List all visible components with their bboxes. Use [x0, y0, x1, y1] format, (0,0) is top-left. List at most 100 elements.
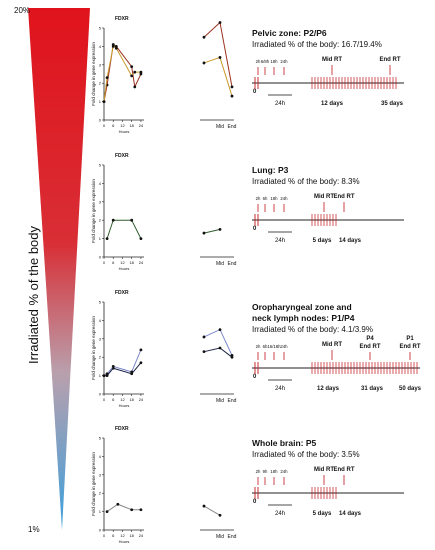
late-data-point — [218, 56, 222, 59]
x-tick-label: 6 — [112, 123, 115, 128]
end-rt-label: End RT — [334, 467, 355, 473]
late-series-line-1 — [203, 347, 233, 358]
x-tick-label: 12 — [120, 397, 125, 402]
data-point — [111, 45, 115, 48]
x-tick-label: 18 — [129, 533, 134, 538]
sample-label: 6/8h — [261, 59, 270, 64]
late-data-point — [202, 231, 206, 235]
y-tick-label: 1 — [99, 99, 102, 104]
zone-title: Lung: P3 — [252, 165, 289, 175]
gene-label: FDXR — [115, 153, 129, 159]
late-data-point — [202, 350, 206, 354]
data-point — [130, 65, 134, 69]
late-series-line-1 — [203, 505, 221, 516]
day-label-a: 12 days — [321, 101, 344, 107]
late-series-line-1 — [203, 228, 221, 234]
day-label-c: 50 days — [399, 386, 422, 392]
late-label-end: End — [228, 398, 237, 404]
sample-label: 9h — [263, 469, 268, 474]
zone-title: neck lymph nodes: P1/P4 — [252, 313, 355, 323]
data-point — [139, 361, 143, 365]
data-point — [130, 74, 134, 78]
data-point — [139, 237, 143, 240]
x-tick-label: 24 — [139, 260, 144, 265]
y-tick-label: 2 — [99, 355, 102, 360]
interval-label: 24h — [275, 238, 285, 244]
data-point — [105, 510, 109, 513]
late-label-end: End — [228, 261, 237, 267]
series-line-1 — [106, 219, 142, 239]
late-data-point — [218, 21, 222, 24]
late-label-mid: Mid — [216, 124, 224, 130]
y-tick-label: 1 — [99, 509, 102, 514]
x-tick-label: 24 — [139, 397, 144, 402]
mid-rt-label: Mid RT — [322, 342, 342, 348]
timeline-zero: 0 — [253, 89, 257, 95]
late-series-line-2 — [203, 328, 233, 356]
data-point — [139, 508, 143, 512]
x-tick-label: 0 — [103, 533, 106, 538]
p1-label: P1 — [406, 336, 414, 342]
sample-label: 6h — [263, 344, 268, 349]
y-tick-label: 5 — [99, 300, 102, 305]
sample-label: 18h — [270, 469, 278, 474]
x-tick-label: 0 — [103, 260, 106, 265]
sample-label: 16/18h — [267, 344, 281, 349]
series-line-1 — [106, 503, 141, 513]
p4-label: P4 — [366, 336, 374, 342]
x-tick-label: 18 — [129, 397, 134, 402]
irradiated-percent-label: Irradiated % of the body: 3.5% — [252, 450, 360, 459]
sample-label: 2h — [256, 59, 261, 64]
y-tick-label: 3 — [99, 199, 102, 204]
y-tick-label: 1 — [99, 236, 102, 241]
day-label-b: 14 days — [339, 238, 362, 244]
late-data-point — [218, 513, 222, 517]
late-label-end: End — [228, 534, 237, 540]
data-point — [133, 70, 137, 74]
sample-label: 2h — [256, 196, 261, 201]
y-tick-label: 5 — [99, 163, 102, 168]
late-data-point — [218, 228, 222, 231]
data-point — [139, 70, 143, 74]
sample-label: 2h — [256, 469, 261, 474]
y-tick-label: 4 — [99, 181, 102, 186]
sample-label: 18h — [270, 196, 278, 201]
y-axis-label: Fold change in gene expression — [91, 42, 96, 106]
x-axis-label: Hours — [119, 403, 130, 408]
late-label-mid: Mid — [216, 398, 224, 404]
data-point — [105, 76, 109, 80]
y-tick-label: 5 — [99, 436, 102, 441]
x-tick-label: 12 — [120, 123, 125, 128]
interval-label: 24h — [275, 511, 285, 517]
y-tick-label: 2 — [99, 81, 102, 86]
late-label-mid: Mid — [216, 261, 224, 267]
series-line-2 — [103, 349, 142, 377]
y-axis-label: Fold change in gene expression — [91, 179, 96, 243]
data-point — [133, 85, 137, 89]
data-point — [102, 100, 106, 103]
data-point — [130, 508, 134, 512]
x-tick-label: 0 — [103, 397, 106, 402]
day-label-b: 31 days — [361, 386, 384, 392]
x-tick-label: 24 — [139, 123, 144, 128]
x-tick-label: 6 — [112, 397, 115, 402]
x-axis-label: Hours — [119, 539, 130, 544]
late-label-end: End — [228, 124, 237, 130]
y-axis-label: Fold change in gene expression — [91, 452, 96, 516]
sample-label: 2h — [256, 344, 261, 349]
interval-label: 24h — [275, 101, 285, 107]
scale-top-label: 20% — [14, 6, 30, 15]
x-tick-label: 12 — [120, 260, 125, 265]
data-point — [111, 365, 115, 368]
y-tick-label: 4 — [99, 44, 102, 49]
sample-label: 6h — [263, 196, 268, 201]
data-point — [114, 46, 118, 50]
irradiated-percent-label: Irradiated % of the body: 8.3% — [252, 177, 360, 186]
timeline-zero: 0 — [253, 226, 257, 232]
end-rt-label: End RT — [360, 344, 381, 350]
y-tick-label: 0 — [99, 528, 102, 533]
late-data-point — [202, 61, 206, 65]
irradiated-percent-label: Irradiated % of the body: 4.1/3.9% — [252, 325, 373, 334]
